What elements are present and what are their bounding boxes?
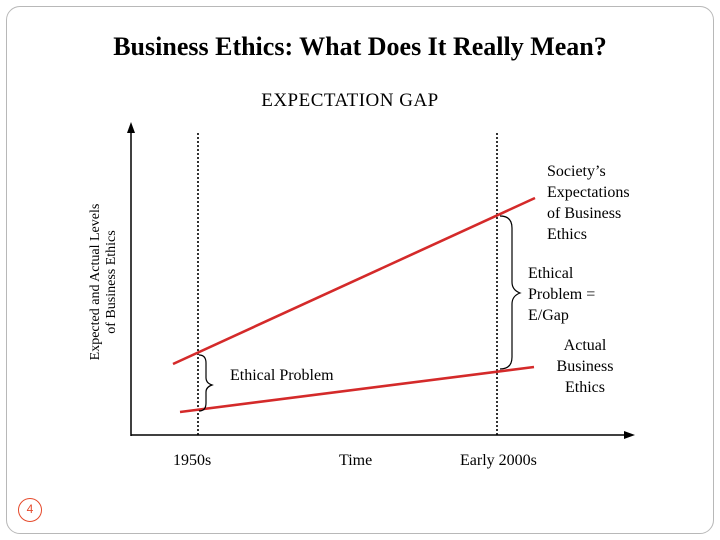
actual-label-line-3: Ethics	[565, 379, 605, 396]
ethical-problem-label: Ethical Problem	[230, 367, 334, 384]
x-label-1950s: 1950s	[173, 452, 212, 469]
slide-number-badge: 4	[18, 498, 42, 522]
expectations-line	[172, 196, 536, 366]
expectations-label-line-2: Expectations	[547, 184, 630, 201]
slide-title: Business Ethics: What Does It Really Mea…	[113, 32, 607, 61]
gap-label-line-2: Problem =	[528, 286, 596, 303]
gap-brace-early-2000s	[499, 215, 522, 370]
x-label-early-2000s: Early 2000s	[460, 452, 537, 469]
x-axis-arrowhead	[624, 431, 635, 439]
slide-frame	[6, 6, 714, 534]
gap-label-line-3: E/Gap	[528, 307, 569, 324]
diagram-heading: EXPECTATION GAP	[261, 90, 439, 111]
actual-label-line-1: Actual	[563, 337, 607, 354]
expectations-label-line-4: Ethics	[547, 226, 587, 243]
expectations-label-line-1: Society’s	[547, 163, 606, 180]
gap-brace-1950s	[198, 354, 214, 412]
ethical-problem-gap-label: Ethical Problem = E/Gap	[528, 263, 628, 326]
actual-ethics-line	[179, 365, 535, 414]
gap-label-line-1: Ethical	[528, 265, 574, 282]
y-axis-arrowhead	[127, 122, 135, 133]
expectations-label: Society’s Expectations of Business Ethic…	[547, 161, 657, 245]
x-label-time: Time	[339, 452, 373, 469]
expectations-label-line-3: of Business	[547, 205, 622, 222]
actual-ethics-label: Actual Business Ethics	[540, 335, 630, 398]
actual-label-line-2: Business	[556, 358, 614, 375]
